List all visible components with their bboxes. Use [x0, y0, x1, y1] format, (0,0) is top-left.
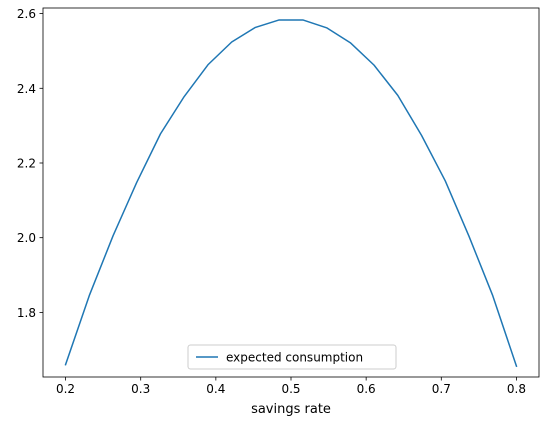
axes-frame	[42, 7, 540, 378]
y-tick-label: 2.2	[17, 156, 36, 170]
x-tick-label: 0.4	[206, 382, 225, 396]
axis-ticks: 0.2 0.3 0.4 0.5 0.6 0.7 0.8 1.8 2.0 2.2 2.4 2.6	[17, 7, 526, 396]
x-tick-label: 0.2	[56, 382, 75, 396]
series-line-expected-consumption	[64, 19, 518, 368]
y-tick-label: 2.4	[17, 82, 36, 96]
x-tick-label: 0.5	[281, 382, 300, 396]
legend-label: expected consumption	[226, 351, 363, 365]
y-tick-label: 1.8	[17, 306, 36, 320]
x-tick-label: 0.8	[507, 382, 526, 396]
x-tick-label: 0.3	[131, 382, 150, 396]
legend-box	[187, 344, 397, 370]
y-tick-label: 2.6	[17, 7, 36, 21]
x-axis-label: savings rate	[251, 402, 331, 417]
y-tick-label: 2.0	[17, 231, 36, 245]
series-layer	[64, 19, 518, 368]
x-tick-label: 0.7	[432, 382, 451, 396]
x-tick-label: 0.6	[357, 382, 376, 396]
legend: expected consumption	[187, 344, 397, 370]
